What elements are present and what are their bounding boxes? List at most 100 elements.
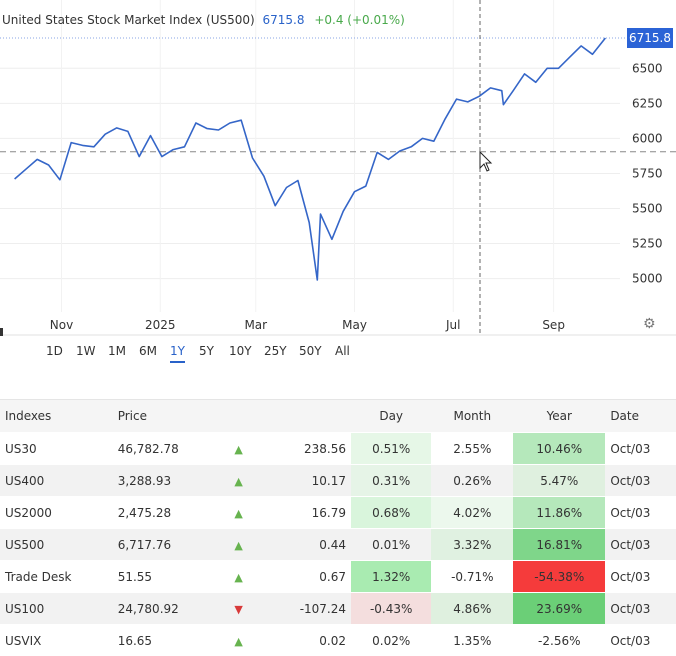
day-change-cell: 0.51% [351,433,431,465]
index-name-link[interactable]: US400 [0,465,113,497]
range-1m-button[interactable]: 1M [108,344,126,358]
range-1d-button[interactable]: 1D [46,344,63,358]
change-cell: 10.17 [260,465,351,497]
month-change-cell: 0.26% [431,465,513,497]
month-change-cell: 1.35% [431,625,513,656]
column-header[interactable]: Month [431,400,513,433]
date-cell: Oct/03 [605,433,676,465]
date-cell: Oct/03 [605,593,676,625]
column-header[interactable]: Price [113,400,218,433]
index-name-link[interactable]: Trade Desk [0,561,113,593]
up-arrow-icon: ▲ [217,497,260,529]
y-tick-label: 5500 [632,201,663,215]
index-name-link[interactable]: US2000 [0,497,113,529]
range-50y-button[interactable]: 50Y [299,344,322,358]
y-tick-label: 6250 [632,96,663,110]
range-10y-button[interactable]: 10Y [229,344,252,358]
price-cell: 46,782.78 [113,433,218,465]
column-header[interactable]: Year [513,400,605,433]
range-all-button[interactable]: All [335,344,350,358]
month-change-cell: 4.86% [431,593,513,625]
up-arrow-icon: ▲ [217,625,260,656]
change-cell: 16.79 [260,497,351,529]
month-change-cell: -0.71% [431,561,513,593]
price-cell: 16.65 [113,625,218,656]
change-cell: 0.44 [260,529,351,561]
range-1y-button[interactable]: 1Y [170,344,185,363]
index-name-link[interactable]: USVIX [0,625,113,656]
index-name-link[interactable]: US500 [0,529,113,561]
column-header[interactable]: Indexes [0,400,113,433]
down-arrow-icon: ▼ [217,593,260,625]
date-cell: Oct/03 [605,529,676,561]
index-name-link[interactable]: US100 [0,593,113,625]
cursor-icon [480,152,491,171]
legend-last-price: 6715.8 [263,13,305,27]
month-change-cell: 3.32% [431,529,513,561]
date-cell: Oct/03 [605,465,676,497]
up-arrow-icon: ▲ [217,465,260,497]
y-tick-label: 5000 [632,272,663,286]
year-change-cell: 16.81% [513,529,605,561]
index-name-link[interactable]: US30 [0,433,113,465]
price-cell: 2,475.28 [113,497,218,529]
gear-icon[interactable]: ⚙ [643,316,656,332]
y-tick-label: 6500 [632,61,663,75]
up-arrow-icon: ▲ [217,433,260,465]
column-header [217,400,260,433]
year-change-cell: 5.47% [513,465,605,497]
up-arrow-icon: ▲ [217,529,260,561]
change-cell: 238.56 [260,433,351,465]
axis-corner-mark [0,328,3,336]
range-6m-button[interactable]: 6M [139,344,157,358]
month-change-cell: 4.02% [431,497,513,529]
date-cell: Oct/03 [605,497,676,529]
year-change-cell: 10.46% [513,433,605,465]
x-tick-label: Sep [542,318,565,332]
column-header [260,400,351,433]
price-cell: 3,288.93 [113,465,218,497]
x-tick-label: Nov [50,318,73,332]
column-header[interactable]: Day [351,400,431,433]
y-tick-label: 6000 [632,131,663,145]
change-cell: 0.02 [260,625,351,656]
day-change-cell: 0.31% [351,465,431,497]
year-change-cell: 11.86% [513,497,605,529]
day-change-cell: 1.32% [351,561,431,593]
month-change-cell: 2.55% [431,433,513,465]
up-arrow-icon: ▲ [217,561,260,593]
y-tick-label: 5250 [632,237,663,251]
date-cell: Oct/03 [605,625,676,656]
x-tick-label: Mar [244,318,267,332]
day-change-cell: 0.02% [351,625,431,656]
range-5y-button[interactable]: 5Y [199,344,214,358]
range-25y-button[interactable]: 25Y [264,344,287,358]
day-change-cell: 0.01% [351,529,431,561]
legend-change: +0.4 (+0.01%) [314,13,405,27]
price-cell: 6,717.76 [113,529,218,561]
range-1w-button[interactable]: 1W [76,344,96,358]
column-header[interactable]: Date [605,400,676,433]
price-cell: 24,780.92 [113,593,218,625]
chart-legend: United States Stock Market Index (US500)… [2,13,405,27]
last-price-tag: 6715.8 [627,28,673,48]
day-change-cell: 0.68% [351,497,431,529]
date-cell: Oct/03 [605,561,676,593]
day-change-cell: -0.43% [351,593,431,625]
x-tick-label: May [342,318,367,332]
range-selector: 1D 1W 1M 6M 1Y 5Y 10Y 25Y 50Y All [0,336,676,366]
change-cell: -107.24 [260,593,351,625]
y-tick-label: 5750 [632,166,663,180]
change-cell: 0.67 [260,561,351,593]
